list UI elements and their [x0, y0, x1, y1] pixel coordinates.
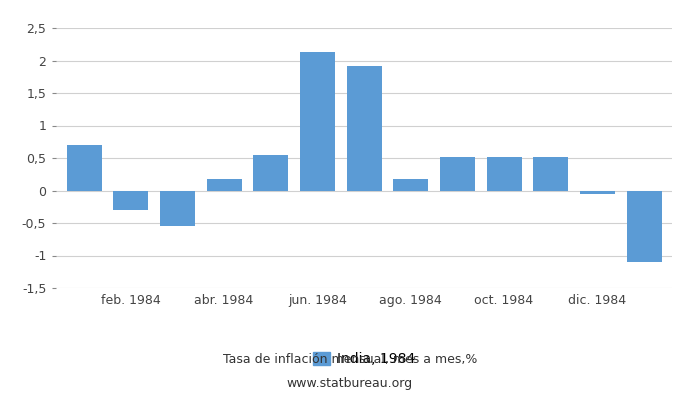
- Bar: [253, 155, 288, 190]
- Bar: [626, 190, 662, 262]
- Bar: [533, 157, 568, 190]
- Text: www.statbureau.org: www.statbureau.org: [287, 378, 413, 390]
- Bar: [206, 179, 242, 190]
- Bar: [440, 157, 475, 190]
- Text: Tasa de inflación mensual, mes a mes,%: Tasa de inflación mensual, mes a mes,%: [223, 354, 477, 366]
- Bar: [66, 145, 102, 190]
- Bar: [393, 180, 428, 190]
- Bar: [580, 190, 615, 194]
- Bar: [113, 190, 148, 210]
- Bar: [486, 157, 522, 190]
- Bar: [160, 190, 195, 226]
- Bar: [300, 52, 335, 190]
- Legend: India, 1984: India, 1984: [313, 352, 415, 366]
- Bar: [346, 66, 382, 190]
